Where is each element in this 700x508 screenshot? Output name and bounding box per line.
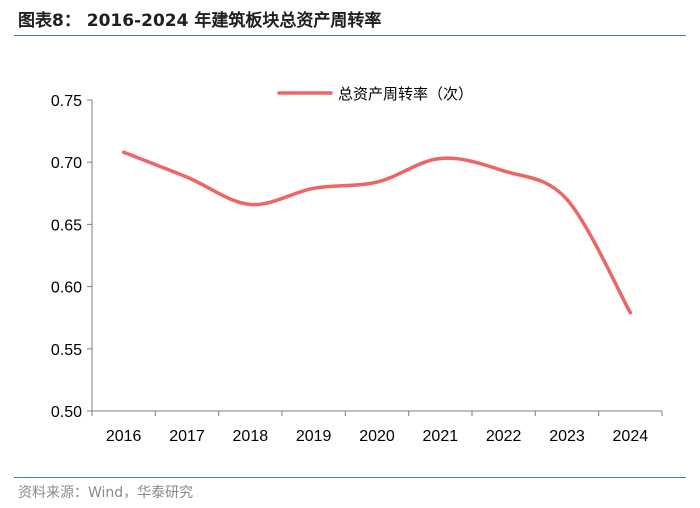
data-point xyxy=(122,150,126,154)
x-tick-label: 2019 xyxy=(296,428,332,445)
data-point xyxy=(312,186,316,190)
data-point xyxy=(565,197,569,202)
y-tick-label: 0.50 xyxy=(51,404,82,421)
x-tick-label: 2018 xyxy=(233,428,269,445)
line-chart: 0.500.550.600.650.700.75 2016 2017 2018 201… xyxy=(51,85,663,445)
chart-series xyxy=(121,150,633,315)
data-point xyxy=(185,175,189,179)
data-point xyxy=(438,156,442,161)
y-tick-label: 0.65 xyxy=(51,217,82,234)
x-tick-label: 2016 xyxy=(106,428,142,445)
y-tick-label: 0.60 xyxy=(51,280,82,297)
x-tick-label: 2024 xyxy=(613,428,649,445)
data-point xyxy=(502,169,506,173)
title-rule xyxy=(14,35,686,36)
data-point xyxy=(628,311,632,315)
x-tick-label: 2021 xyxy=(423,428,459,445)
legend-label: 总资产周转率（次） xyxy=(338,85,473,103)
x-tick-label: 2023 xyxy=(549,428,585,445)
data-point xyxy=(248,202,252,207)
y-tick-label: 0.70 xyxy=(51,155,82,172)
y-axis-ticks: 0.50 0.55 0.60 0.65 0.70 0.75 xyxy=(51,93,92,421)
x-tick-label: 2017 xyxy=(169,428,205,445)
y-tick-label: 0.75 xyxy=(51,93,82,110)
data-point xyxy=(375,180,379,184)
x-tick-label: 2020 xyxy=(359,428,395,445)
x-axis-ticks: 2016 2017 2018 2019 2020 2021 2022 2023 2024 xyxy=(91,411,663,445)
y-tick-label: 0.55 xyxy=(51,342,82,359)
source-note: 资料来源：Wind，华泰研究 xyxy=(18,485,194,501)
series-line xyxy=(121,150,633,315)
chart-legend: 总资产周转率（次） xyxy=(277,85,473,103)
chart-axes xyxy=(91,100,662,412)
figure-title: 图表8： 2016-2024 年建筑板块总资产周转率 xyxy=(18,11,382,31)
x-tick-label: 2022 xyxy=(486,428,522,445)
source-rule xyxy=(14,477,686,478)
